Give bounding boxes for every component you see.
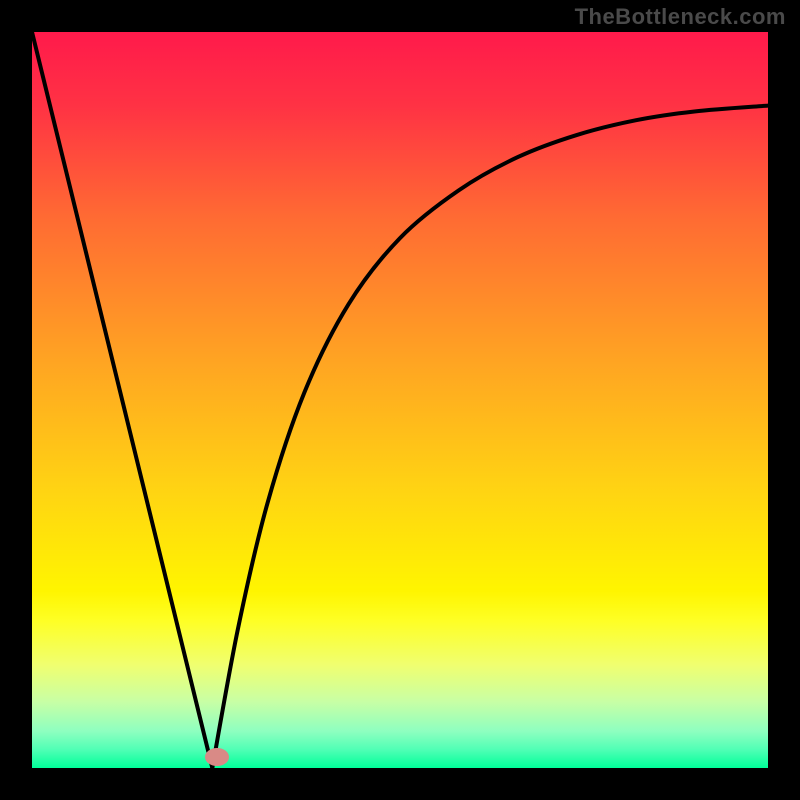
gradient-background — [32, 32, 768, 768]
chart-frame: TheBottleneck.com — [0, 0, 800, 800]
plot-area — [32, 32, 768, 768]
minimum-marker — [205, 748, 229, 766]
plot-svg — [32, 32, 768, 768]
watermark-text: TheBottleneck.com — [575, 4, 786, 30]
